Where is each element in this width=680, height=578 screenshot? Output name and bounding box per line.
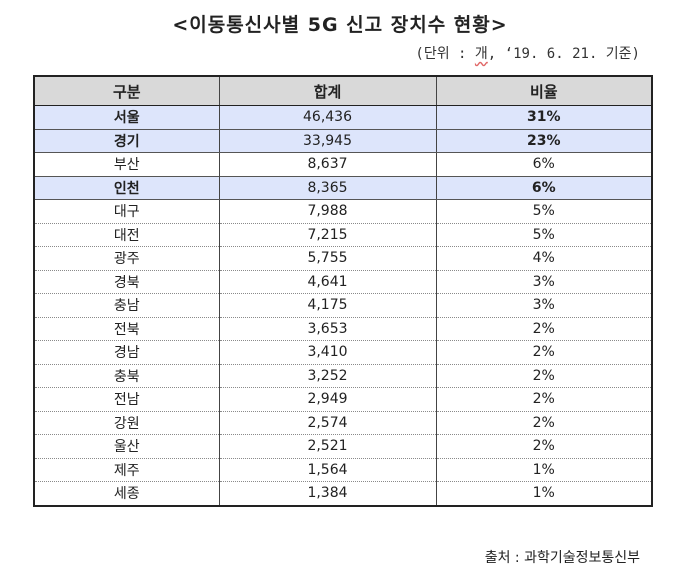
ratio-cell: 2% bbox=[435, 340, 653, 365]
region-cell: 대전 bbox=[33, 222, 220, 247]
table-body: 서울 46,436 31% 경기 33,945 23% 부산 8,637 6% 인천 8,365 6%… bbox=[33, 105, 653, 506]
page-title: <이동통신사별 5G 신고 장치수 현황> bbox=[172, 14, 508, 36]
total-cell: 5,755 bbox=[218, 246, 437, 271]
table-row: 제주 1,564 1% bbox=[33, 457, 653, 482]
region-cell: 전북 bbox=[33, 316, 220, 341]
unit-note: (단위 : 개, ‘19. 6. 21. 기준) bbox=[415, 43, 640, 63]
table-row: 충남 4,175 3% bbox=[33, 293, 653, 318]
total-cell: 4,175 bbox=[218, 293, 437, 318]
total-cell: 1,564 bbox=[218, 457, 437, 482]
total-cell: 2,949 bbox=[218, 387, 437, 412]
device-count-table: 구분 합계 비율 서울 46,436 31% 경기 33,945 23% 부산 8,637 6%… bbox=[33, 75, 653, 507]
ratio-cell: 6% bbox=[435, 175, 653, 200]
total-cell: 7,215 bbox=[218, 222, 437, 247]
region-cell: 서울 bbox=[33, 105, 220, 130]
region-cell: 강원 bbox=[33, 410, 220, 435]
ratio-cell: 2% bbox=[435, 410, 653, 435]
ratio-cell: 3% bbox=[435, 293, 653, 318]
table-row: 세종 1,384 1% bbox=[33, 481, 653, 506]
region-cell: 경북 bbox=[33, 269, 220, 294]
ratio-cell: 2% bbox=[435, 434, 653, 459]
region-cell: 울산 bbox=[33, 434, 220, 459]
header-region: 구분 bbox=[33, 75, 220, 106]
total-cell: 1,384 bbox=[218, 481, 437, 506]
total-cell: 3,410 bbox=[218, 340, 437, 365]
ratio-cell: 2% bbox=[435, 363, 653, 388]
region-cell: 경남 bbox=[33, 340, 220, 365]
ratio-cell: 23% bbox=[435, 128, 653, 153]
region-cell: 부산 bbox=[33, 152, 220, 177]
ratio-cell: 1% bbox=[435, 457, 653, 482]
table-row: 경남 3,410 2% bbox=[33, 340, 653, 365]
total-cell: 33,945 bbox=[218, 128, 437, 153]
ratio-cell: 6% bbox=[435, 152, 653, 177]
region-cell: 대구 bbox=[33, 199, 220, 224]
total-cell: 2,574 bbox=[218, 410, 437, 435]
table-row: 대구 7,988 5% bbox=[33, 199, 653, 224]
ratio-cell: 2% bbox=[435, 387, 653, 412]
header-total: 합계 bbox=[218, 75, 437, 106]
region-cell: 충북 bbox=[33, 363, 220, 388]
region-cell: 충남 bbox=[33, 293, 220, 318]
table-row: 전남 2,949 2% bbox=[33, 387, 653, 412]
table-row: 충북 3,252 2% bbox=[33, 363, 653, 388]
ratio-cell: 31% bbox=[435, 105, 653, 130]
source-note: 출처 : 과학기술정보통신부 bbox=[484, 550, 640, 566]
table-header-row: 구분 합계 비율 bbox=[33, 75, 653, 106]
region-cell: 전남 bbox=[33, 387, 220, 412]
ratio-cell: 1% bbox=[435, 481, 653, 506]
total-cell: 4,641 bbox=[218, 269, 437, 294]
table-row: 경기 33,945 23% bbox=[33, 128, 653, 153]
region-cell: 세종 bbox=[33, 481, 220, 506]
region-cell: 제주 bbox=[33, 457, 220, 482]
ratio-cell: 4% bbox=[435, 246, 653, 271]
table-row: 강원 2,574 2% bbox=[33, 410, 653, 435]
region-cell: 광주 bbox=[33, 246, 220, 271]
ratio-cell: 2% bbox=[435, 316, 653, 341]
table-row: 울산 2,521 2% bbox=[33, 434, 653, 459]
total-cell: 3,252 bbox=[218, 363, 437, 388]
total-cell: 3,653 bbox=[218, 316, 437, 341]
ratio-cell: 3% bbox=[435, 269, 653, 294]
table-row: 인천 8,365 6% bbox=[33, 175, 653, 200]
unit-note-suffix: , ‘19. 6. 21. 기준) bbox=[487, 46, 640, 62]
header-ratio: 비율 bbox=[435, 75, 653, 106]
ratio-cell: 5% bbox=[435, 199, 653, 224]
table-row: 경북 4,641 3% bbox=[33, 269, 653, 294]
table-row: 서울 46,436 31% bbox=[33, 105, 653, 130]
table-row: 전북 3,653 2% bbox=[33, 316, 653, 341]
total-cell: 7,988 bbox=[218, 199, 437, 224]
ratio-cell: 5% bbox=[435, 222, 653, 247]
table-row: 대전 7,215 5% bbox=[33, 222, 653, 247]
region-cell: 인천 bbox=[33, 175, 220, 200]
region-cell: 경기 bbox=[33, 128, 220, 153]
total-cell: 8,365 bbox=[218, 175, 437, 200]
table-row: 부산 8,637 6% bbox=[33, 152, 653, 177]
unit-note-prefix: (단위 : bbox=[415, 46, 475, 62]
total-cell: 8,637 bbox=[218, 152, 437, 177]
unit-note-unit: 개 bbox=[474, 46, 488, 62]
table-row: 광주 5,755 4% bbox=[33, 246, 653, 271]
total-cell: 2,521 bbox=[218, 434, 437, 459]
total-cell: 46,436 bbox=[218, 105, 437, 130]
